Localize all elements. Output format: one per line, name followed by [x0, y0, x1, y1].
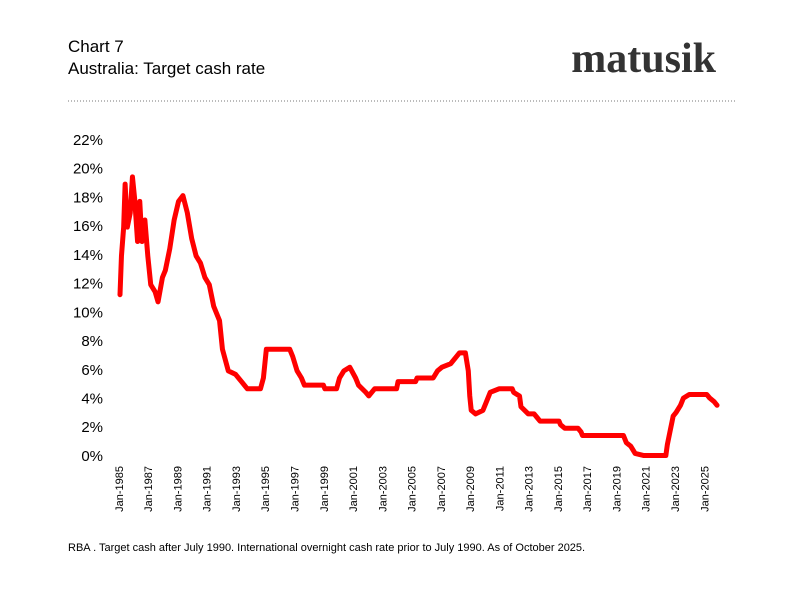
x-tick-label: Jan-1991 [202, 466, 214, 512]
x-tick-label: Jan-2023 [670, 466, 682, 512]
x-tick-label: Jan-2013 [524, 466, 536, 512]
x-tick-label: Jan-1999 [319, 466, 331, 512]
y-tick-label: 4% [81, 391, 103, 408]
y-tick-label: 12% [73, 276, 103, 293]
brand-logo: matusik [571, 36, 716, 82]
x-tick-label: Jan-2001 [348, 466, 360, 512]
x-tick-label: Jan-2007 [436, 466, 448, 512]
x-tick-label: Jan-1995 [260, 466, 272, 512]
x-tick-label: Jan-2021 [641, 466, 653, 512]
x-tick-label: Jan-2025 [699, 466, 711, 512]
x-tick-label: Jan-2011 [494, 466, 506, 511]
x-tick-label: Jan-1989 [172, 466, 184, 512]
y-tick-label: 10% [73, 304, 103, 321]
chart-subtitle: Chart 7 [68, 37, 124, 56]
footnote: RBA . Target cash after July 1990. Inter… [68, 542, 585, 554]
x-tick-label: Jan-1985 [114, 466, 126, 512]
y-tick-label: 8% [81, 333, 103, 350]
chart-title: Australia: Target cash rate [68, 59, 265, 78]
data-line [117, 174, 720, 459]
x-tick-label: Jan-1993 [231, 466, 243, 512]
y-tick-label: 6% [81, 362, 103, 379]
x-tick-label: Jan-1987 [143, 466, 155, 512]
y-tick-label: 2% [81, 419, 103, 436]
y-tick-label: 16% [73, 218, 103, 235]
x-tick-label: Jan-2005 [407, 466, 419, 512]
x-tick-label: Jan-2019 [611, 466, 623, 512]
y-tick-label: 22% [73, 132, 103, 149]
y-tick-label: 18% [73, 189, 103, 206]
x-tick-label: Jan-2015 [553, 466, 565, 512]
y-tick-label: 20% [73, 161, 103, 178]
x-tick-label: Jan-2009 [465, 466, 477, 512]
x-tick-label: Jan-2003 [377, 466, 389, 512]
x-tick-label: Jan-2017 [582, 466, 594, 512]
x-tick-label: Jan-1997 [290, 466, 302, 512]
y-tick-label: 14% [73, 247, 103, 264]
y-tick-label: 0% [81, 448, 103, 465]
